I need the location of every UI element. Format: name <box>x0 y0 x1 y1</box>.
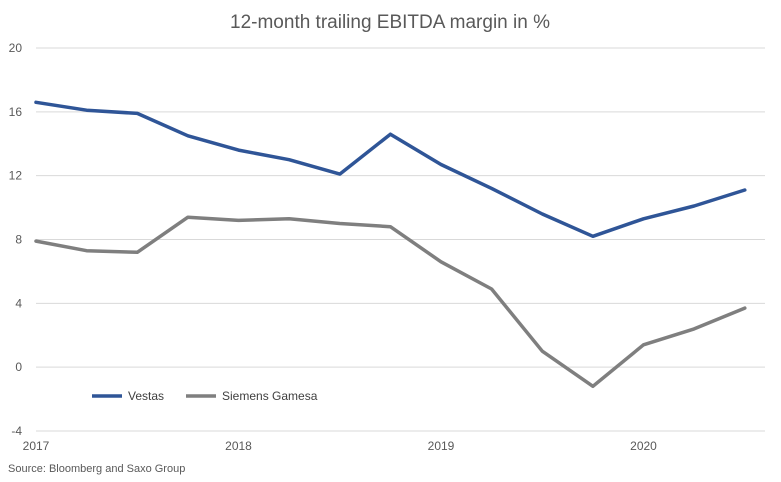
x-tick-label: 2020 <box>630 439 657 453</box>
y-tick-label: 12 <box>9 169 23 183</box>
legend: Vestas Siemens Gamesa <box>92 389 318 403</box>
legend-label: Vestas <box>128 389 164 403</box>
series-line-vestas <box>34 100 747 239</box>
source-note: Source: Bloomberg and Saxo Group <box>8 463 185 475</box>
series-line-siemens-gamesa <box>34 215 747 389</box>
x-axis-ticks: 2017 2018 2019 2020 <box>23 439 658 453</box>
series-lines <box>34 100 747 389</box>
gridlines <box>36 47 765 432</box>
legend-label: Siemens Gamesa <box>222 389 318 403</box>
y-tick-label: 0 <box>15 360 22 374</box>
y-tick-label: 8 <box>15 233 22 247</box>
x-tick-label: 2019 <box>428 439 455 453</box>
x-tick-label: 2018 <box>225 439 252 453</box>
y-axis-ticks: 20 16 12 8 4 0 -4 <box>9 41 23 438</box>
x-tick-label: 2017 <box>23 439 50 453</box>
chart-title: 12-month trailing EBITDA margin in % <box>230 12 550 33</box>
y-tick-label: 4 <box>15 296 22 310</box>
y-tick-label: 16 <box>9 105 23 119</box>
y-tick-label: -4 <box>11 424 22 438</box>
y-tick-label: 20 <box>9 41 23 55</box>
